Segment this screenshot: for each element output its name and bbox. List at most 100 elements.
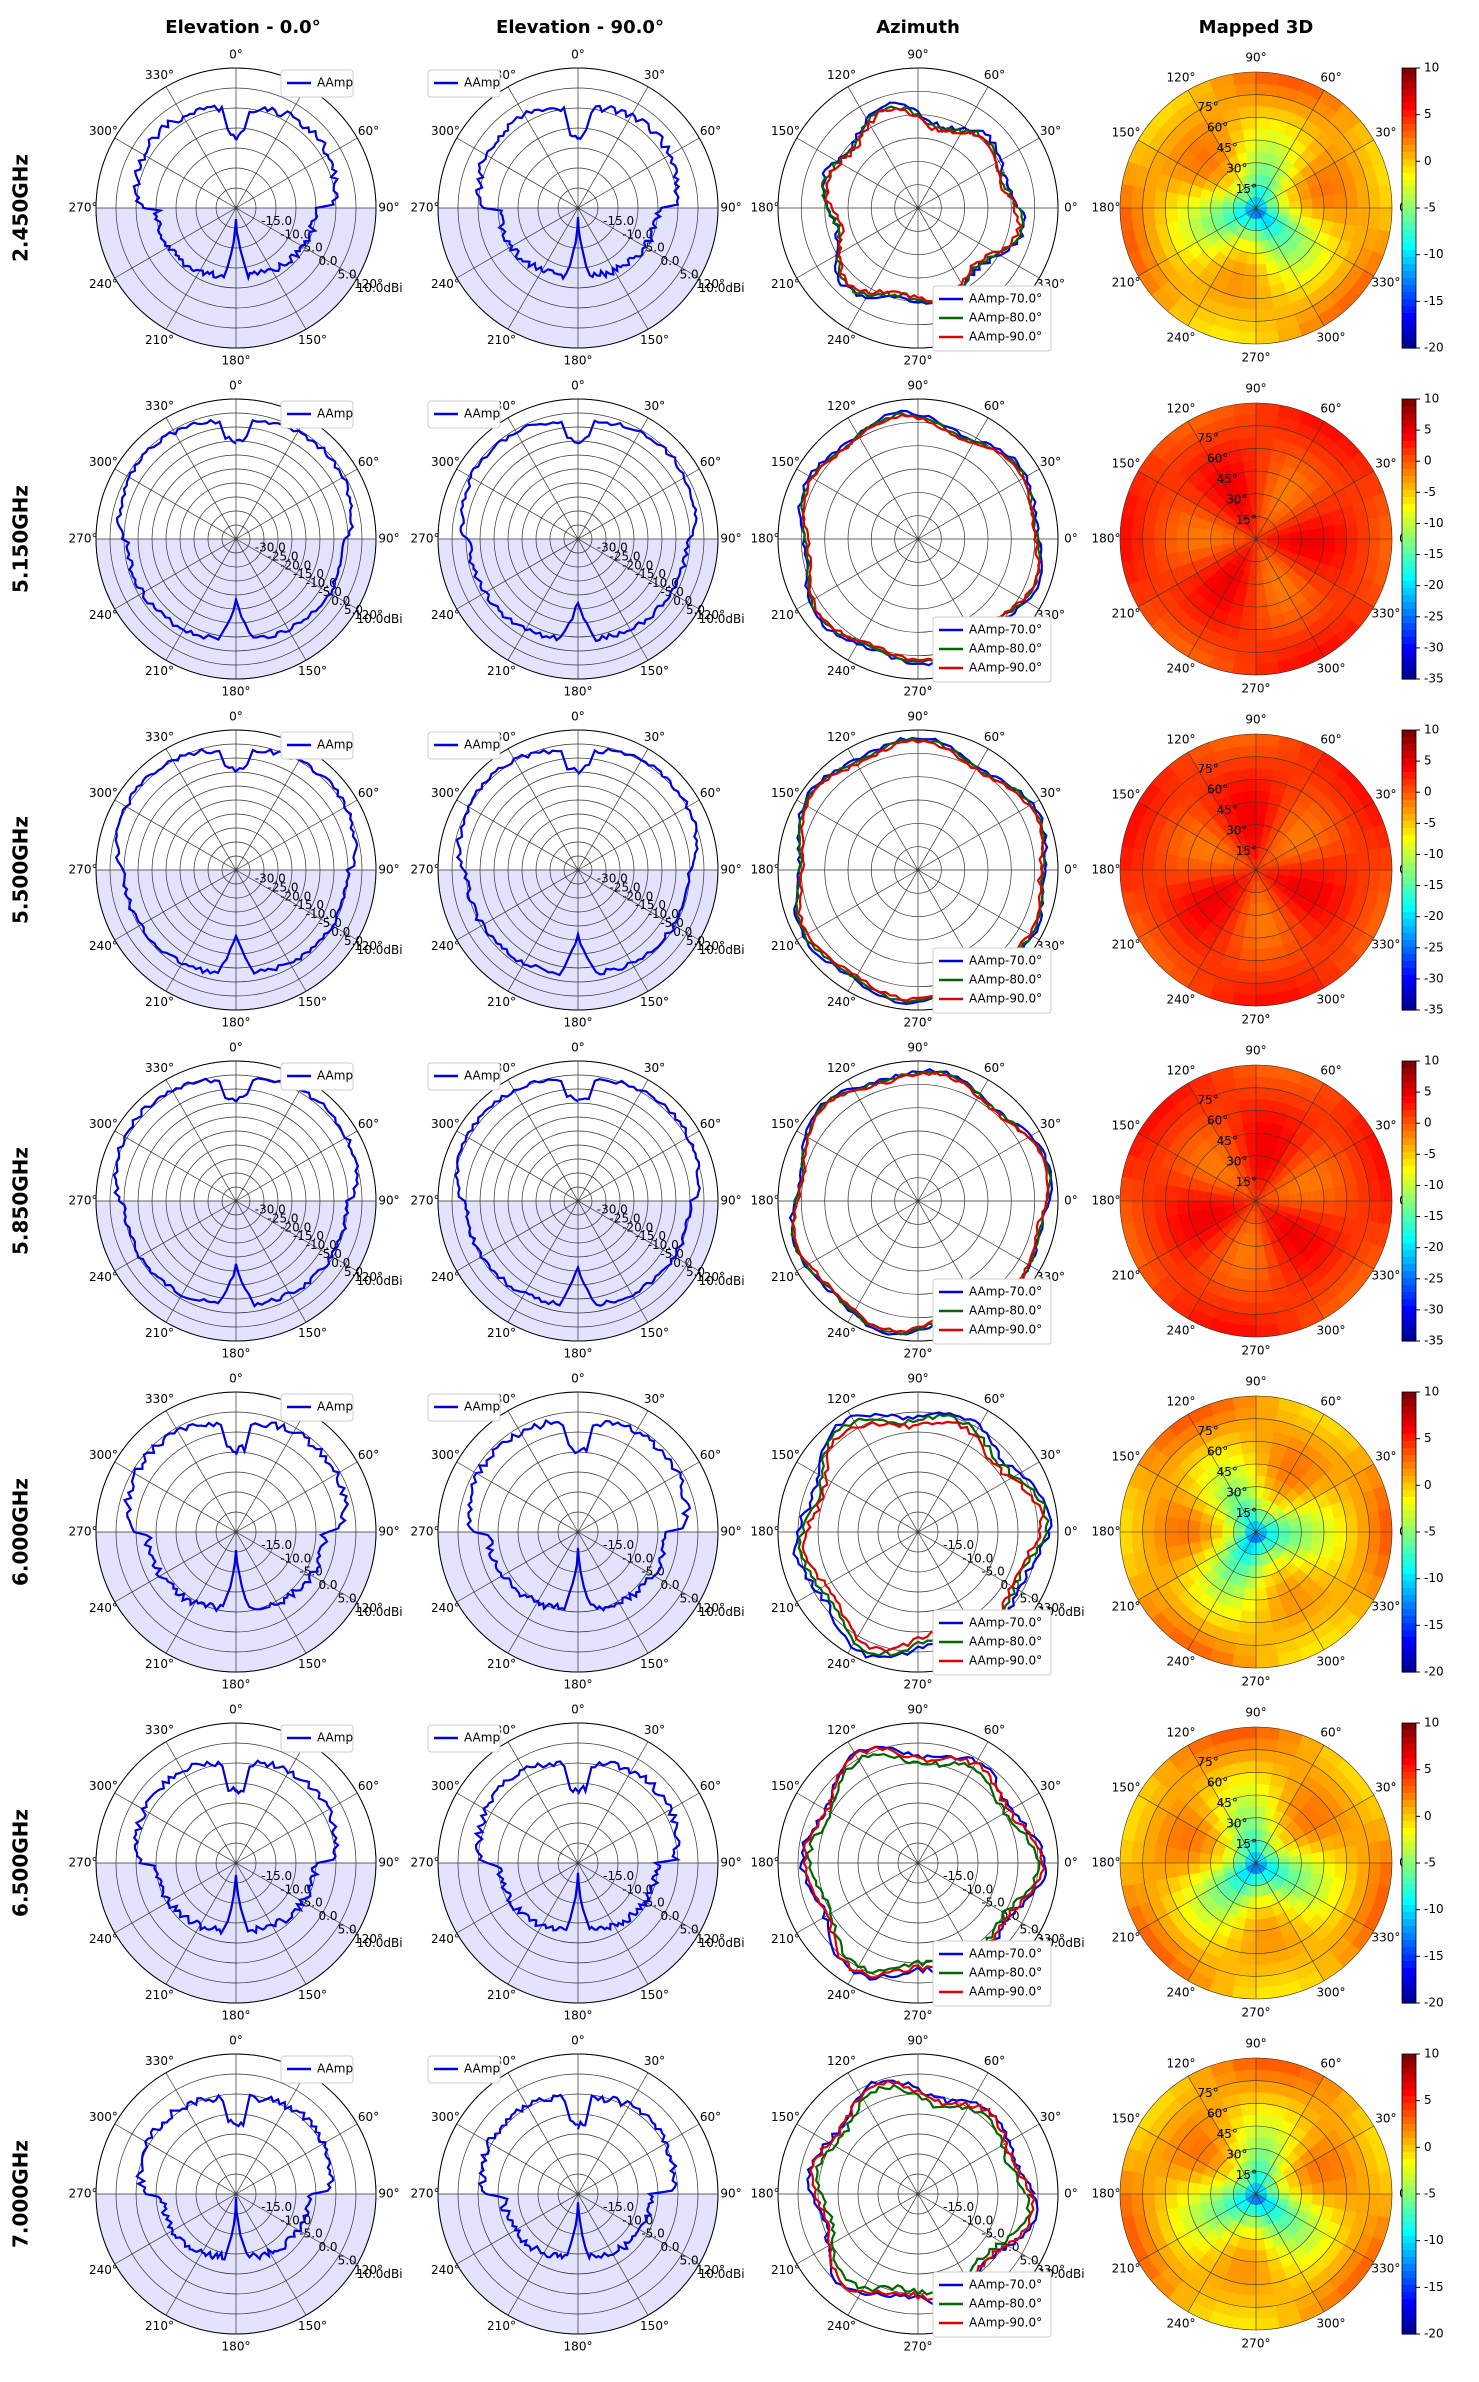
polar-frame [777, 398, 1059, 680]
angle-tick-label: 270° [69, 201, 98, 215]
colorbar-segment [1402, 1173, 1416, 1181]
angle-tick-label: 60° [700, 1779, 721, 1793]
colorbar-segment [1402, 497, 1416, 505]
colorbar-segment [1402, 644, 1416, 652]
colorbar-segment [1402, 1954, 1416, 1962]
colorbar-segment [1402, 744, 1416, 752]
radial-tick-label: -10.0 [280, 1551, 311, 1565]
heatmap-cell [1255, 1429, 1274, 1443]
heatmap-cell [1241, 1783, 1257, 1797]
heatmap-cell [1153, 189, 1167, 209]
azimuth-trace-aamp-90-0- [824, 106, 1023, 305]
heatmap-cell [1255, 970, 1276, 984]
heatmap-cell [1356, 519, 1370, 540]
colorbar-segment [1402, 413, 1416, 421]
heatmap-cell [1255, 459, 1271, 473]
heatmap-cell [1199, 2183, 1212, 2195]
elevation-ring-label: 15° [1236, 513, 1257, 527]
colorbar-segment [1402, 982, 1416, 990]
colorbar-segment [1402, 2061, 1416, 2069]
heatmap-cell [1255, 2057, 1280, 2072]
polar-grid-spoke [796, 468, 1040, 610]
colorbar-segment [1402, 1814, 1416, 1822]
angle-tick-label: 0° [229, 710, 243, 724]
heatmap-cell [1232, 1323, 1257, 1338]
heatmap-cell [1356, 2193, 1370, 2214]
angle-tick-label: 210° [487, 1657, 516, 1671]
angle-tick-label: 270° [904, 1347, 933, 1361]
heatmap-cell [1232, 2057, 1257, 2072]
colorbar-tick-label: -5 [1424, 1856, 1436, 1870]
angle-tick-label: 120° [1167, 1395, 1196, 1409]
colorbar-segment [1402, 2054, 1416, 2062]
angle-tick-label: 60° [358, 455, 379, 469]
heatmap-cell [1345, 1531, 1359, 1550]
angle-tick-label: 60° [1320, 402, 1341, 416]
polar-grid-spoke [456, 137, 700, 279]
colorbar-segment [1402, 320, 1416, 328]
heatmap-cell [1239, 117, 1257, 131]
elevation-ring-label: 30° [1226, 2147, 1247, 2161]
angle-tick-label: 120° [354, 277, 383, 291]
colorbar-segment [1402, 2215, 1416, 2223]
heatmap-cell [1378, 846, 1393, 871]
legend-entry: AAmp-90.0° [969, 992, 1042, 1006]
colorbar-segment [1402, 954, 1416, 962]
heatmap-cell [1333, 2193, 1347, 2211]
heatmap-cell [1255, 813, 1267, 826]
colorbar-segment [1402, 609, 1416, 617]
heatmap-cell [1255, 448, 1273, 462]
heatmap-cell [1322, 1517, 1336, 1533]
heatmap-cell [1345, 851, 1359, 871]
radial-tick-label: 5.0 [686, 603, 705, 617]
heatmap-cell [1239, 1110, 1257, 1124]
colorbar-tick-label: -25 [1424, 1271, 1444, 1285]
heatmap-cell [1239, 1609, 1257, 1623]
colorbar-segment [1402, 560, 1416, 568]
frequency-label: 7.000GHz [9, 2140, 33, 2248]
radial-tick-label: -15.0 [943, 1538, 974, 1552]
radial-tick-label: -5.0 [641, 241, 664, 255]
heatmap-cell [1255, 139, 1269, 153]
colorbar-segment [1402, 2229, 1416, 2237]
radial-tick-label: -10.0 [306, 1238, 337, 1252]
heatmap-cell [1142, 538, 1156, 559]
colorbar-segment [1402, 1751, 1416, 1759]
heatmap-cell [1119, 1177, 1134, 1202]
heatmap-cell [1153, 869, 1167, 889]
colorbar-tick-label: -20 [1424, 341, 1444, 355]
colorbar-segment [1402, 1399, 1416, 1407]
heatmap-cell [1142, 207, 1156, 228]
azimuth-trace-aamp-80-0- [805, 1752, 1042, 1975]
colorbar-segment [1402, 1863, 1416, 1871]
heatmap-cell [1176, 1531, 1190, 1547]
colorbar-segment [1402, 2103, 1416, 2111]
heatmap-cell [1199, 1852, 1212, 1864]
colorbar-segment [1402, 434, 1416, 442]
heatmap-cell [1232, 330, 1257, 345]
radial-tick-label: 5.0 [338, 267, 357, 281]
radial-tick-label: -25.0 [609, 549, 640, 563]
heatmap-cell [1333, 538, 1347, 556]
angle-tick-label: 240° [89, 939, 118, 953]
colorbar-tick-label: -10 [1424, 1571, 1444, 1585]
angle-tick-label: 90° [1245, 1706, 1266, 1720]
colorbar-segment [1402, 751, 1416, 759]
heatmap-cell [1119, 2170, 1134, 2195]
colorbar-tick-label: 0 [1424, 154, 1432, 168]
angle-tick-label: 270° [69, 2187, 98, 2201]
polar-grid-spoke [114, 1130, 358, 1272]
elevation-trace-aamp [455, 747, 699, 977]
heatmap-cell [1176, 2193, 1190, 2209]
colorbar-segment [1402, 849, 1416, 857]
colorbar-tick-label: -25 [1424, 940, 1444, 954]
heatmap-cell [1236, 1963, 1257, 1977]
colorbar-segment [1402, 187, 1416, 195]
colorbar-tick-label: -35 [1424, 672, 1444, 686]
colorbar-segment [1402, 96, 1416, 104]
radial-tick-label: -30.0 [255, 1202, 286, 1216]
heatmap-cell [1142, 1531, 1156, 1552]
angle-tick-label: 240° [1167, 330, 1196, 344]
colorbar-segment [1402, 334, 1416, 342]
radial-tick-label: -15.0 [603, 1538, 634, 1552]
